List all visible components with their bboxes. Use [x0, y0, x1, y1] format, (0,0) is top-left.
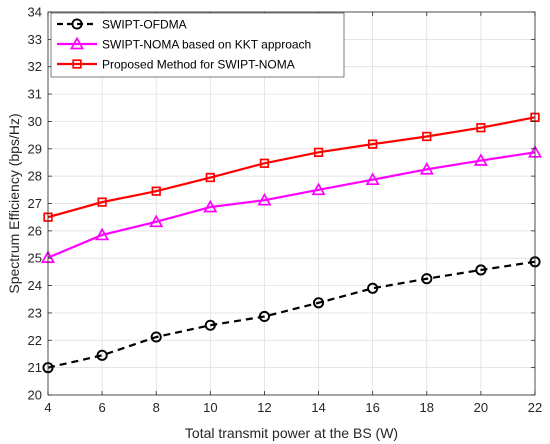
series-line: [47, 260, 536, 369]
legend-label: SWIPT-OFDMA: [102, 17, 187, 31]
ticks: [47, 11, 536, 396]
y-tick-label: 22: [28, 333, 42, 348]
tick-labels: 4 6 8 10 12 14 16 18 20 22 20 21 22 23 24 25 26 27 28 29 30 3…: [28, 5, 543, 416]
data-point: [95, 227, 110, 241]
data-point: [150, 331, 162, 343]
y-tick-label: 29: [28, 141, 42, 156]
data-point: [258, 310, 270, 323]
data-point: [368, 139, 378, 149]
series-line: [47, 116, 536, 219]
y-tick-label: 25: [28, 251, 42, 266]
y-tick-label: 27: [28, 196, 42, 211]
data-point: [476, 123, 486, 133]
x-tick-label: 20: [474, 400, 488, 415]
x-tick-label: 18: [420, 400, 434, 415]
data-point: [313, 297, 325, 309]
data-point: [475, 264, 487, 276]
data-point: [365, 172, 380, 186]
data-point: [313, 147, 324, 157]
y-tick-label: 21: [28, 360, 42, 375]
x-axis-label: Total transmit power at the BS (W): [185, 425, 398, 441]
data-point: [473, 153, 488, 166]
y-tick-label: 23: [28, 305, 42, 320]
x-tick-label: 6: [98, 400, 105, 415]
data-point: [422, 131, 432, 142]
data-point: [419, 161, 434, 175]
x-tick-label: 12: [257, 400, 271, 415]
y-tick-label: 31: [28, 87, 42, 102]
y-tick-label: 34: [28, 5, 42, 20]
data-point: [97, 197, 107, 207]
y-tick-label: 32: [28, 59, 42, 74]
series-layer: [40, 112, 543, 374]
y-tick-label: 33: [28, 32, 42, 47]
data-point: [259, 158, 270, 168]
legend-marker: [72, 59, 82, 69]
data-point: [203, 199, 218, 213]
legend-label: SWIPT-NOMA based on KKT approach: [102, 37, 311, 51]
x-tick-label: 22: [528, 400, 542, 415]
data-point: [367, 282, 379, 294]
x-tick-label: 4: [44, 400, 51, 415]
data-point: [149, 214, 164, 228]
series-3: [43, 112, 540, 222]
y-axis-label: Spectrum Efficiency (bps/Hz): [6, 113, 22, 293]
legend-label: Proposed Method for SWIPT-NOMA: [102, 57, 295, 71]
data-point: [205, 172, 215, 183]
data-point: [151, 186, 161, 196]
legend-marker: [69, 36, 85, 50]
y-tick-label: 24: [28, 278, 42, 293]
data-point: [204, 319, 216, 331]
legend: SWIPT-OFDMA SWIPT-NOMA based on KKT appro…: [50, 12, 345, 78]
data-point: [421, 273, 433, 285]
y-tick-label: 26: [28, 223, 42, 238]
x-tick-label: 14: [311, 400, 325, 415]
legend-box: [50, 12, 345, 78]
x-tick-label: 8: [153, 400, 160, 415]
x-tick-label: 16: [365, 400, 379, 415]
series-2: [40, 144, 543, 263]
data-point: [257, 192, 272, 206]
data-point: [96, 349, 108, 361]
y-tick-label: 20: [28, 388, 42, 403]
data-point: [311, 182, 326, 196]
y-tick-label: 30: [28, 114, 42, 129]
y-tick-label: 28: [28, 169, 42, 184]
series-line: [47, 151, 536, 259]
x-tick-label: 10: [203, 400, 217, 415]
legend-marker: [71, 18, 83, 30]
